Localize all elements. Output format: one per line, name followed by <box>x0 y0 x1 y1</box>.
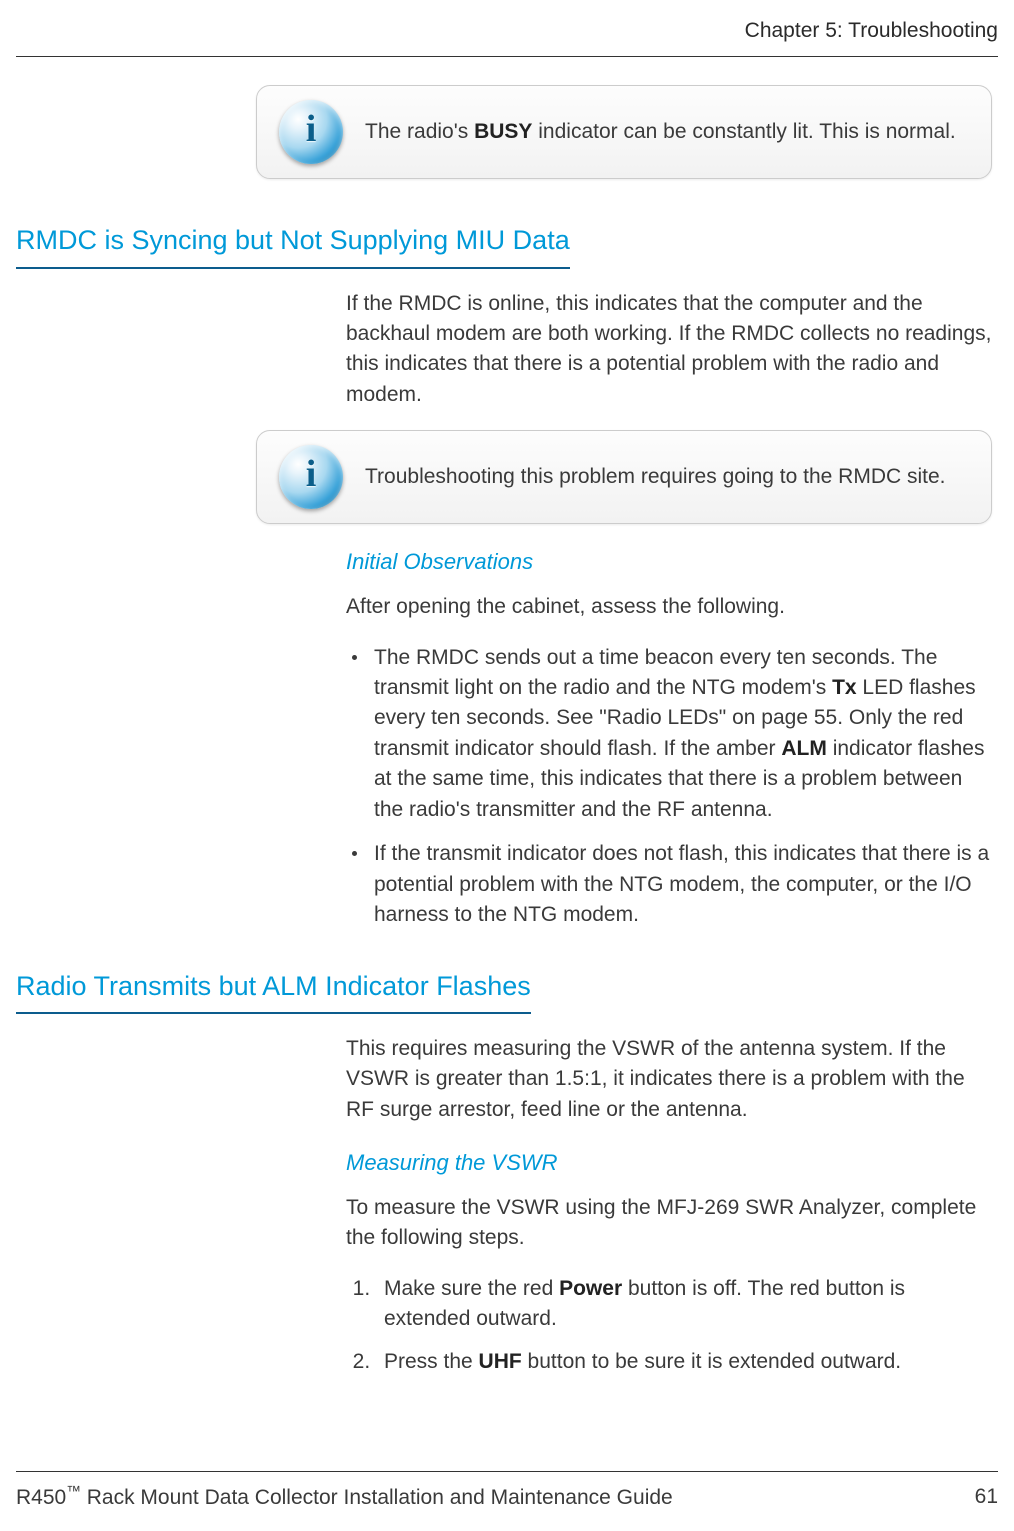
section1-intro: If the RMDC is online, this indicates th… <box>346 289 992 411</box>
callout1-bold: BUSY <box>474 120 532 143</box>
info-callout-site: Troubleshooting this problem requires go… <box>256 430 992 524</box>
chapter-label: Chapter 5: Troubleshooting <box>745 19 998 42</box>
section1-sub-body: Initial Observations After opening the c… <box>346 546 992 930</box>
footer-rest: Rack Mount Data Collector Installation a… <box>81 1486 673 1509</box>
b1b1: Tx <box>832 676 857 699</box>
sub1-intro: After opening the cabinet, assess the fo… <box>346 592 992 622</box>
s1a: Make sure the red <box>384 1277 559 1300</box>
footer-doc-title: R450™ Rack Mount Data Collector Installa… <box>16 1482 673 1513</box>
callout-text: Troubleshooting this problem requires go… <box>365 462 969 492</box>
subheading-initial-obs: Initial Observations <box>346 546 992 578</box>
list-item: If the transmit indicator does not flash… <box>346 839 992 930</box>
page-content: The radio's BUSY indicator can be consta… <box>16 57 998 1377</box>
list-item: The RMDC sends out a time beacon every t… <box>346 643 992 826</box>
info-callout-busy: The radio's BUSY indicator can be consta… <box>256 85 992 179</box>
list-item: Make sure the red Power button is off. T… <box>376 1274 992 1335</box>
section-heading-rmdc-sync: RMDC is Syncing but Not Supplying MIU Da… <box>16 223 570 268</box>
page-footer: R450™ Rack Mount Data Collector Installa… <box>16 1471 998 1531</box>
subheading-vswr: Measuring the VSWR <box>346 1147 992 1179</box>
vswr-steps: Make sure the red Power button is off. T… <box>346 1274 992 1377</box>
callout1-pre: The radio's <box>365 120 474 143</box>
section2-body: This requires measuring the VSWR of the … <box>346 1034 992 1377</box>
b1b2: ALM <box>781 737 827 760</box>
callout-text: The radio's BUSY indicator can be consta… <box>365 117 969 147</box>
section1-body: If the RMDC is online, this indicates th… <box>346 289 992 411</box>
s2b: UHF <box>479 1350 522 1373</box>
section2-intro: This requires measuring the VSWR of the … <box>346 1034 992 1125</box>
s1b: Power <box>559 1277 622 1300</box>
s2c: button to be sure it is extended outward… <box>522 1350 901 1373</box>
s2a: Press the <box>384 1350 479 1373</box>
page-header: Chapter 5: Troubleshooting <box>16 0 998 57</box>
list-item: Press the UHF button to be sure it is ex… <box>376 1347 992 1377</box>
footer-tm: ™ <box>66 1484 81 1500</box>
section-heading-alm: Radio Transmits but ALM Indicator Flashe… <box>16 969 531 1014</box>
sub2-intro: To measure the VSWR using the MFJ-269 SW… <box>346 1193 992 1254</box>
footer-prefix: R450 <box>16 1486 66 1509</box>
info-icon <box>279 445 343 509</box>
footer-page-number: 61 <box>975 1482 998 1513</box>
observation-list: The RMDC sends out a time beacon every t… <box>346 643 992 931</box>
info-icon <box>279 100 343 164</box>
callout1-post: indicator can be constantly lit. This is… <box>532 120 955 143</box>
